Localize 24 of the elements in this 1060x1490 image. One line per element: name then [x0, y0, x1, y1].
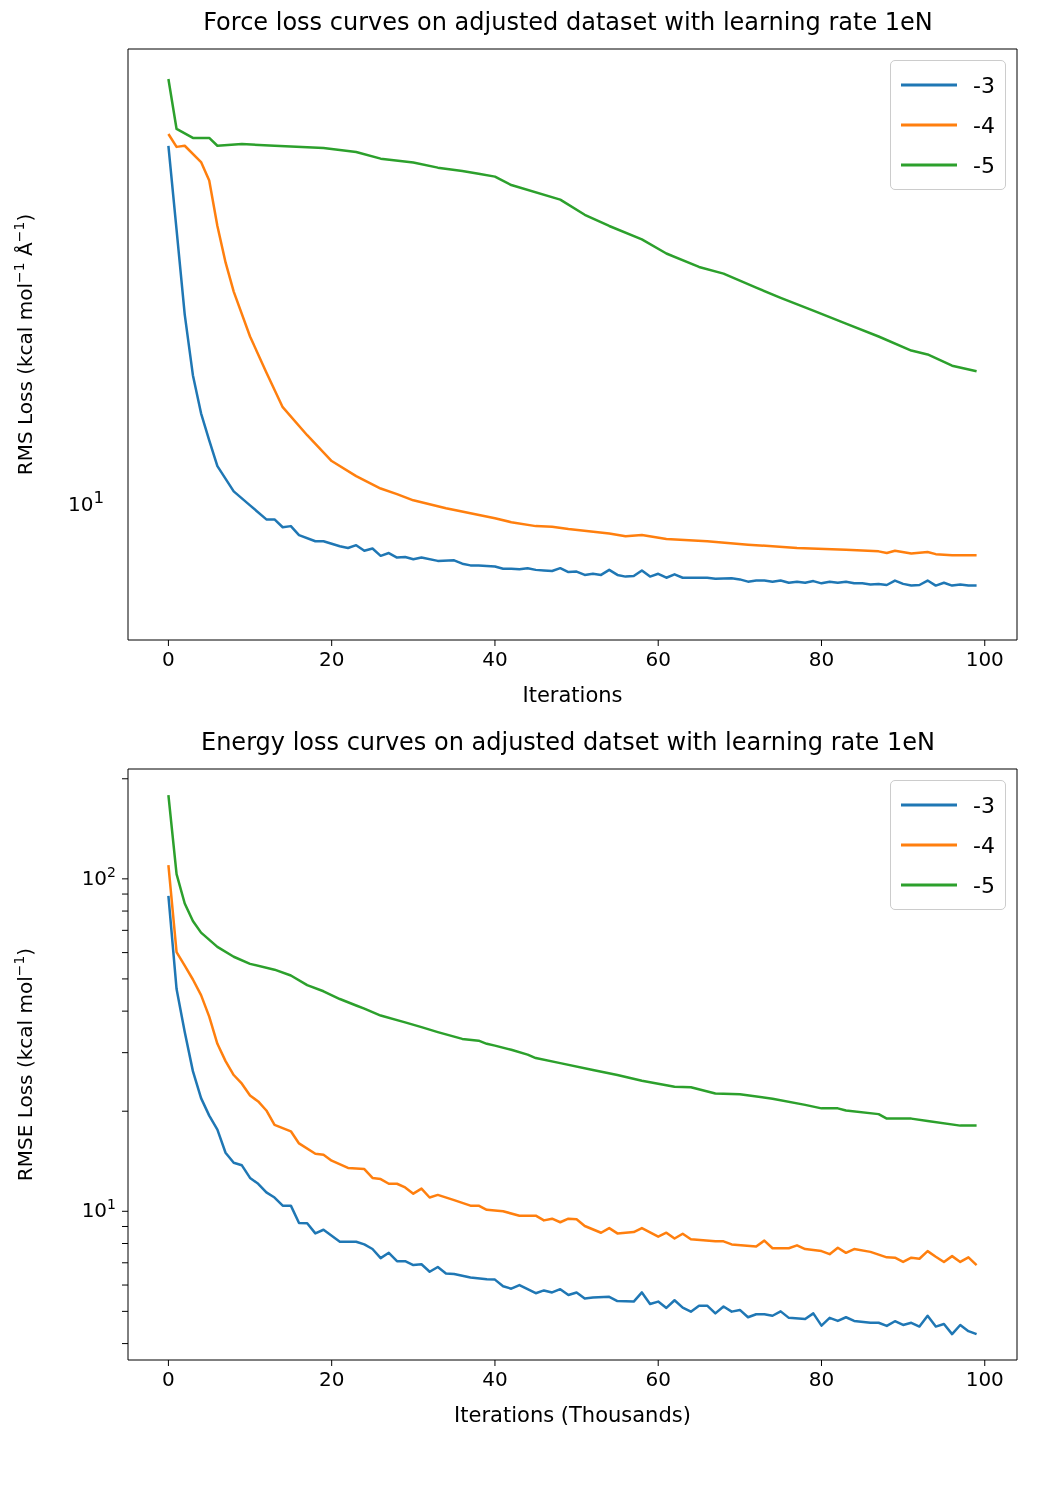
chart-title: Energy loss curves on adjusted datset with learning rate 1eN — [200, 728, 936, 758]
legend-label: -4 — [973, 832, 995, 858]
x-tick-label: 100 — [965, 647, 1004, 671]
x-tick-label: 0 — [162, 647, 175, 671]
x-axis-title: Iterations — [522, 683, 623, 707]
legend-label: -5 — [973, 872, 995, 898]
x-tick-label: 60 — [645, 647, 671, 671]
legend-label: -3 — [973, 792, 995, 818]
x-axis-title: Iterations (Thousands) — [454, 1403, 691, 1427]
x-tick-label: 20 — [318, 1367, 345, 1391]
x-tick-label: 80 — [808, 647, 835, 671]
legend-label: -5 — [973, 152, 995, 178]
x-tick-label: 20 — [318, 647, 345, 671]
chart-title: Force loss curves on adjusted dataset with learning rate 1eN — [202, 8, 934, 38]
x-tick-label: 40 — [482, 1367, 508, 1391]
legend-label: -4 — [973, 112, 995, 138]
x-tick-label: 60 — [645, 1367, 671, 1391]
x-tick-label: 0 — [162, 1367, 175, 1391]
legend-label: -3 — [973, 72, 995, 98]
x-tick-label: 100 — [965, 1367, 1004, 1391]
x-tick-label: 80 — [808, 1367, 835, 1391]
y-tick-label: 10$^{2}$ — [81, 863, 116, 890]
x-tick-label: 40 — [482, 647, 508, 671]
line-series — [167, 894, 978, 1336]
